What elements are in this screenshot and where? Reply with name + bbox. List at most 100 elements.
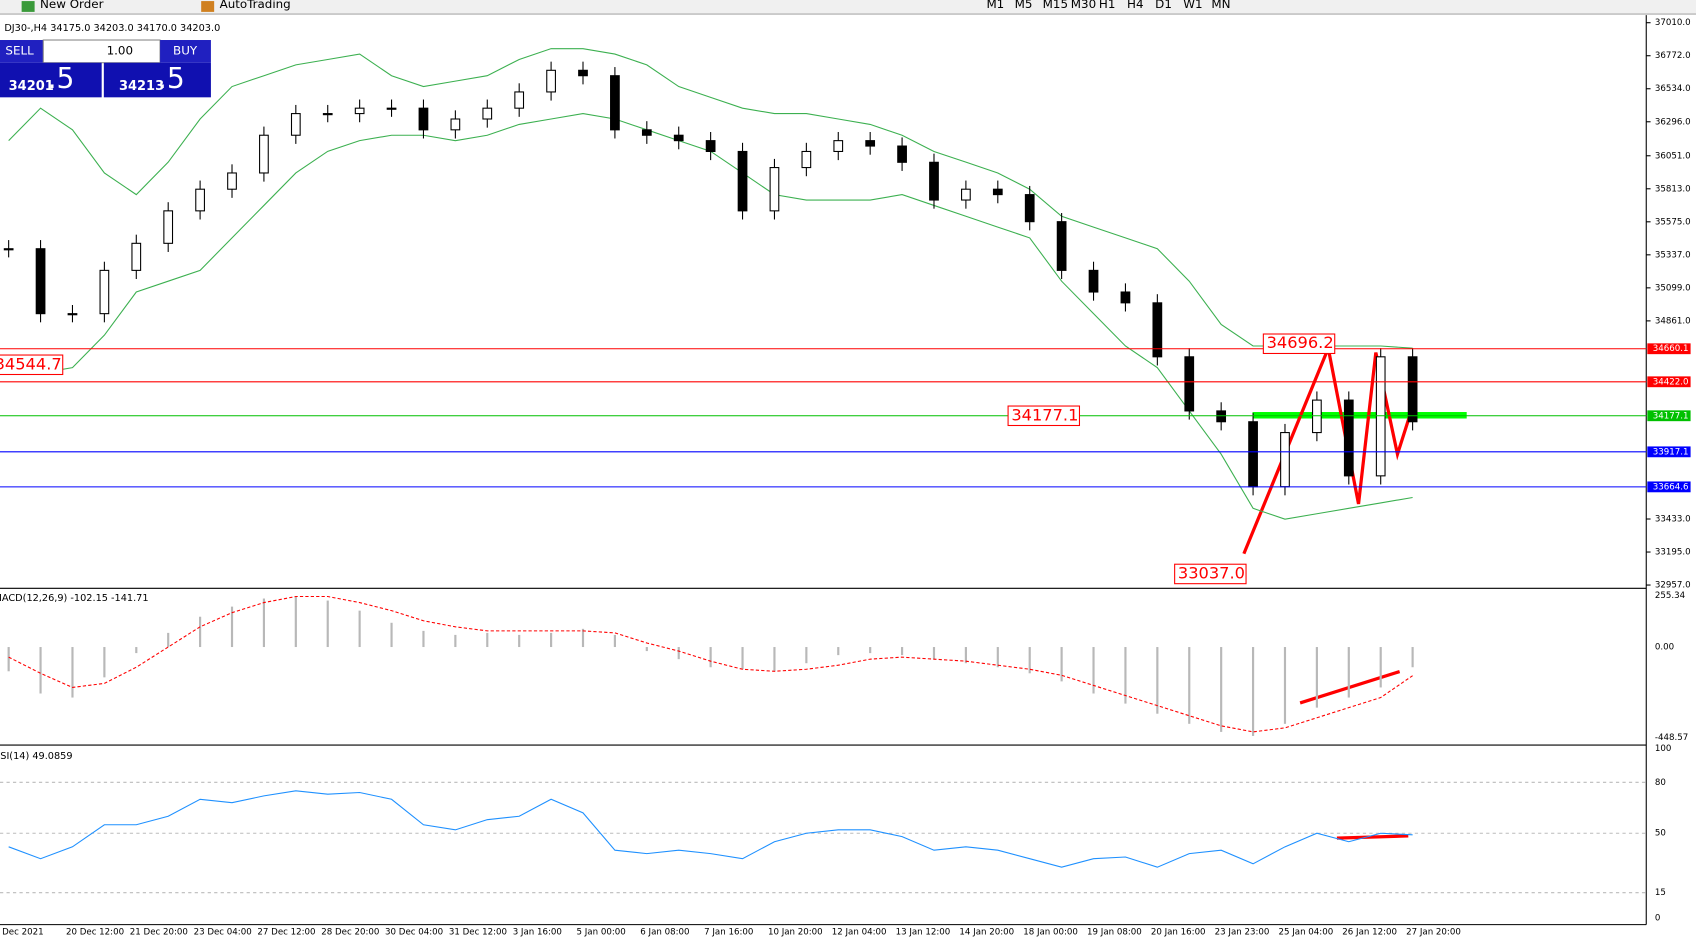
- arrow-path: [1242, 342, 1415, 555]
- y-tick-label: 36296.0: [1655, 117, 1691, 127]
- candle: [833, 140, 844, 153]
- bollinger-band: [8, 48, 1413, 349]
- macd-bar: [1188, 647, 1191, 724]
- candle: [35, 248, 46, 315]
- bid-box[interactable]: [0, 62, 102, 98]
- rsi-label: RSI(14) 49.0859: [0, 751, 73, 762]
- buy-label[interactable]: BUY: [173, 43, 198, 57]
- candle: [290, 113, 301, 136]
- timeframe[interactable]: MN: [1211, 0, 1230, 11]
- autotrading[interactable]: AutoTrading: [220, 0, 291, 11]
- timeframe[interactable]: M5: [1015, 0, 1033, 11]
- timeframe[interactable]: H1: [1099, 0, 1116, 11]
- candle: [641, 129, 652, 136]
- annotation-box: [1007, 405, 1081, 427]
- candle: [3, 248, 14, 251]
- timeframe[interactable]: H4: [1127, 0, 1144, 11]
- candle: [482, 107, 493, 120]
- bid-frac: .5: [48, 62, 75, 95]
- candle: [1152, 302, 1163, 358]
- timeframe[interactable]: M15: [1043, 0, 1068, 11]
- candle: [1407, 356, 1418, 423]
- annotation: 34544.7: [0, 354, 62, 373]
- y-tick-label: 35099.0: [1655, 283, 1691, 293]
- candle: [546, 69, 556, 93]
- macd-bar: [741, 647, 744, 670]
- macd-bar: [645, 647, 648, 652]
- candle: [163, 210, 174, 244]
- autotrading-icon[interactable]: [201, 1, 215, 12]
- candle: [1280, 432, 1290, 488]
- macd-bar: [964, 647, 967, 664]
- level-tag: [1647, 343, 1691, 355]
- x-tick-label: 28 Dec 20:00: [321, 928, 379, 938]
- timeframe[interactable]: M1: [986, 0, 1004, 11]
- x-tick-label: 27 Dec 12:00: [257, 928, 315, 938]
- macd-bar: [230, 606, 234, 648]
- rsi-arrow: [1336, 834, 1409, 840]
- candle: [897, 145, 907, 163]
- macd-bar: [7, 647, 10, 672]
- candle: [131, 242, 142, 271]
- x-tick-label: 21 Dec 20:00: [130, 928, 188, 938]
- user-drawings: [1242, 342, 1467, 840]
- x-tick-label: 20 Jan 16:00: [1151, 928, 1206, 938]
- sell-label[interactable]: SELL: [5, 43, 34, 57]
- macd-label: MACD(12,26,9) -102.15 -141.71: [0, 593, 149, 604]
- macd-bar: [39, 647, 42, 694]
- timeframe[interactable]: M30: [1071, 0, 1096, 11]
- macd-bar: [135, 647, 138, 654]
- macd-bar: [1060, 647, 1063, 682]
- ask-frac: .5: [158, 62, 185, 95]
- order-panel: SELL 1.00 BUY 34201 .5 34213 .5: [0, 39, 211, 98]
- candle: [929, 161, 939, 201]
- level-label: 33917.1: [1653, 447, 1689, 457]
- annotation: 33037.0: [1178, 563, 1245, 582]
- macd-bar: [550, 632, 553, 648]
- candle: [961, 188, 971, 201]
- rsi-tick-label: 100: [1655, 744, 1672, 754]
- macd-bar: [677, 647, 680, 660]
- timeframe[interactable]: W1: [1183, 0, 1202, 11]
- y-tick-label: 36534.0: [1655, 84, 1691, 94]
- candle: [705, 140, 716, 153]
- level-label: 34660.1: [1653, 344, 1689, 354]
- candle: [769, 167, 780, 212]
- y-tick-label: 35813.0: [1655, 184, 1691, 194]
- annotation: 34177.1: [1011, 405, 1078, 424]
- x-tick-label: 3 Jan 16:00: [513, 928, 562, 938]
- toolbar: [0, 0, 1696, 15]
- macd-bar: [199, 616, 202, 648]
- candle: [1375, 356, 1386, 477]
- macd-bar: [581, 628, 585, 648]
- y-tick-label: 37010.0: [1655, 18, 1691, 28]
- x-tick-label: 31 Dec 12:00: [449, 928, 507, 938]
- x-tick-label: 23 Dec 04:00: [194, 928, 252, 938]
- new-order[interactable]: New Order: [40, 0, 104, 11]
- x-tick-label: 20 Dec 12:00: [66, 928, 124, 938]
- sell-button[interactable]: [0, 40, 44, 63]
- timeframe[interactable]: D1: [1155, 0, 1172, 11]
- buy-button[interactable]: [160, 40, 211, 63]
- macd-bar: [996, 647, 999, 668]
- macd-bar: [837, 647, 840, 656]
- macd-bar: [1347, 647, 1350, 698]
- x-tick-label: 12 Jan 04:00: [832, 928, 887, 938]
- ask-main: 34213: [119, 79, 164, 94]
- ask-box[interactable]: [103, 62, 211, 98]
- y-tick-label: 32957.0: [1655, 581, 1691, 591]
- candle: [514, 91, 525, 109]
- new-order-icon[interactable]: [21, 1, 35, 12]
- macd-bar: [358, 610, 361, 648]
- candle: [673, 134, 684, 142]
- rsi-line: [8, 790, 1413, 868]
- macd-tick-label: 255.34: [1655, 591, 1686, 601]
- candle: [1120, 291, 1131, 304]
- lot-box[interactable]: [42, 39, 161, 64]
- x-tick-label: 13 Jan 12:00: [896, 928, 951, 938]
- macd-bar: [1220, 647, 1223, 732]
- candle: [737, 150, 748, 212]
- lots[interactable]: 1.00: [107, 43, 133, 57]
- x-tick-label: 18 Jan 00:00: [1023, 928, 1078, 938]
- macd-bar: [805, 647, 808, 664]
